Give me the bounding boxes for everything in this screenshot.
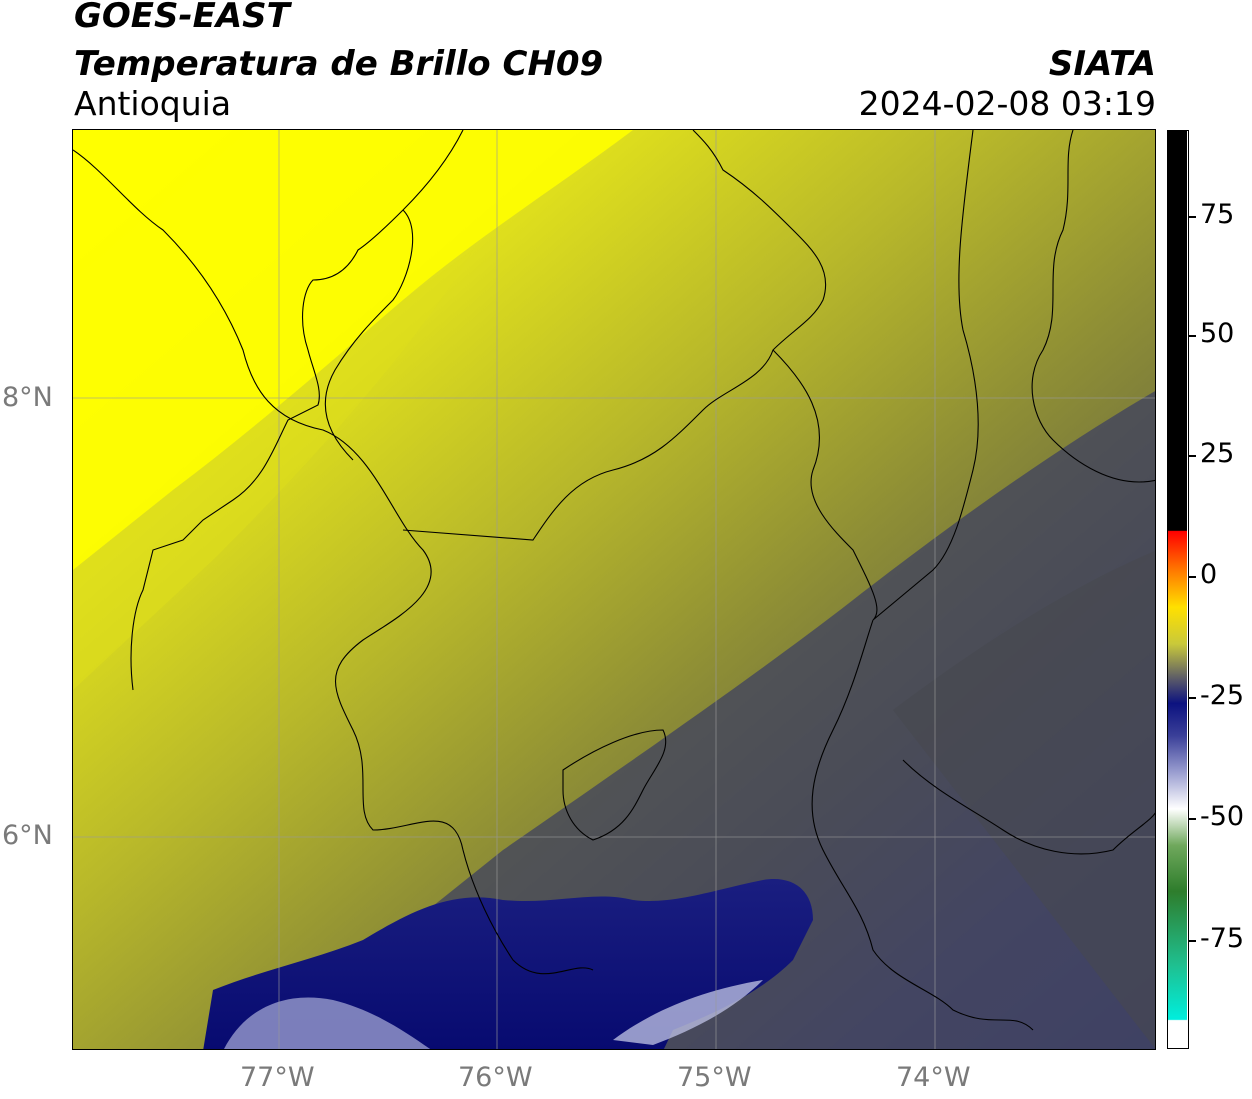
lon-label-76w: 76°W — [458, 1062, 533, 1093]
lon-label-74w: 74°W — [896, 1062, 971, 1093]
cbar-label-0: 0 — [1200, 559, 1218, 590]
cbar-tick-neg50 — [1189, 818, 1196, 820]
cbar-label-50: 50 — [1200, 318, 1235, 349]
antioquia-east-border — [811, 619, 1034, 1031]
warm-band — [73, 250, 473, 690]
cold-cloud-tops — [203, 879, 813, 1049]
colorbar-gradient — [1168, 131, 1187, 1047]
southeast-border — [902, 759, 1155, 855]
graticule — [73, 130, 1155, 1049]
boundaries — [73, 130, 1155, 1031]
eastern-border — [1031, 130, 1155, 483]
warm-region — [73, 130, 633, 570]
coldest-core-east — [613, 980, 763, 1045]
cbar-label-neg75: -75 — [1200, 923, 1245, 954]
cbar-label-neg50: -50 — [1200, 801, 1245, 832]
antioquia-north-border — [402, 130, 827, 541]
uraba-gulf-shore — [324, 209, 414, 461]
lat-label-8n: 8°N — [2, 382, 53, 413]
cool-band-east — [893, 550, 1155, 1049]
cbar-label-25: 25 — [1200, 438, 1235, 469]
coldest-core-west — [224, 997, 431, 1049]
cbar-tick-0 — [1189, 576, 1196, 578]
satellite-title: GOES-EAST — [74, 0, 290, 36]
lat-label-6n: 6°N — [2, 820, 53, 851]
cbar-tick-25 — [1189, 455, 1196, 457]
colorbar — [1167, 130, 1189, 1049]
region-title: Antioquia — [74, 84, 232, 123]
cbar-label-75: 75 — [1200, 199, 1235, 230]
cbar-tick-neg25 — [1189, 697, 1196, 699]
antioquia-west-border — [73, 149, 594, 975]
lon-label-77w: 77°W — [240, 1062, 315, 1093]
variable-title: Temperatura de Brillo CH09 — [74, 44, 604, 84]
cbar-label-neg25: -25 — [1200, 680, 1245, 711]
cbar-tick-75 — [1189, 216, 1196, 218]
satellite-map — [72, 129, 1156, 1050]
cbar-tick-neg75 — [1189, 940, 1196, 942]
colorbar-fill — [1168, 131, 1187, 1047]
organization-title: SIATA — [1048, 44, 1156, 84]
valle-aburra — [562, 729, 667, 841]
cool-band — [403, 391, 1155, 1049]
map-canvas — [73, 130, 1155, 1049]
datetime-title: 2024-02-08 03:19 — [858, 84, 1156, 123]
cbar-tick-50 — [1189, 335, 1196, 337]
lon-label-75w: 75°W — [677, 1062, 752, 1093]
caribbean-coastline — [130, 130, 464, 691]
antioquia-northeast-border — [772, 130, 979, 621]
